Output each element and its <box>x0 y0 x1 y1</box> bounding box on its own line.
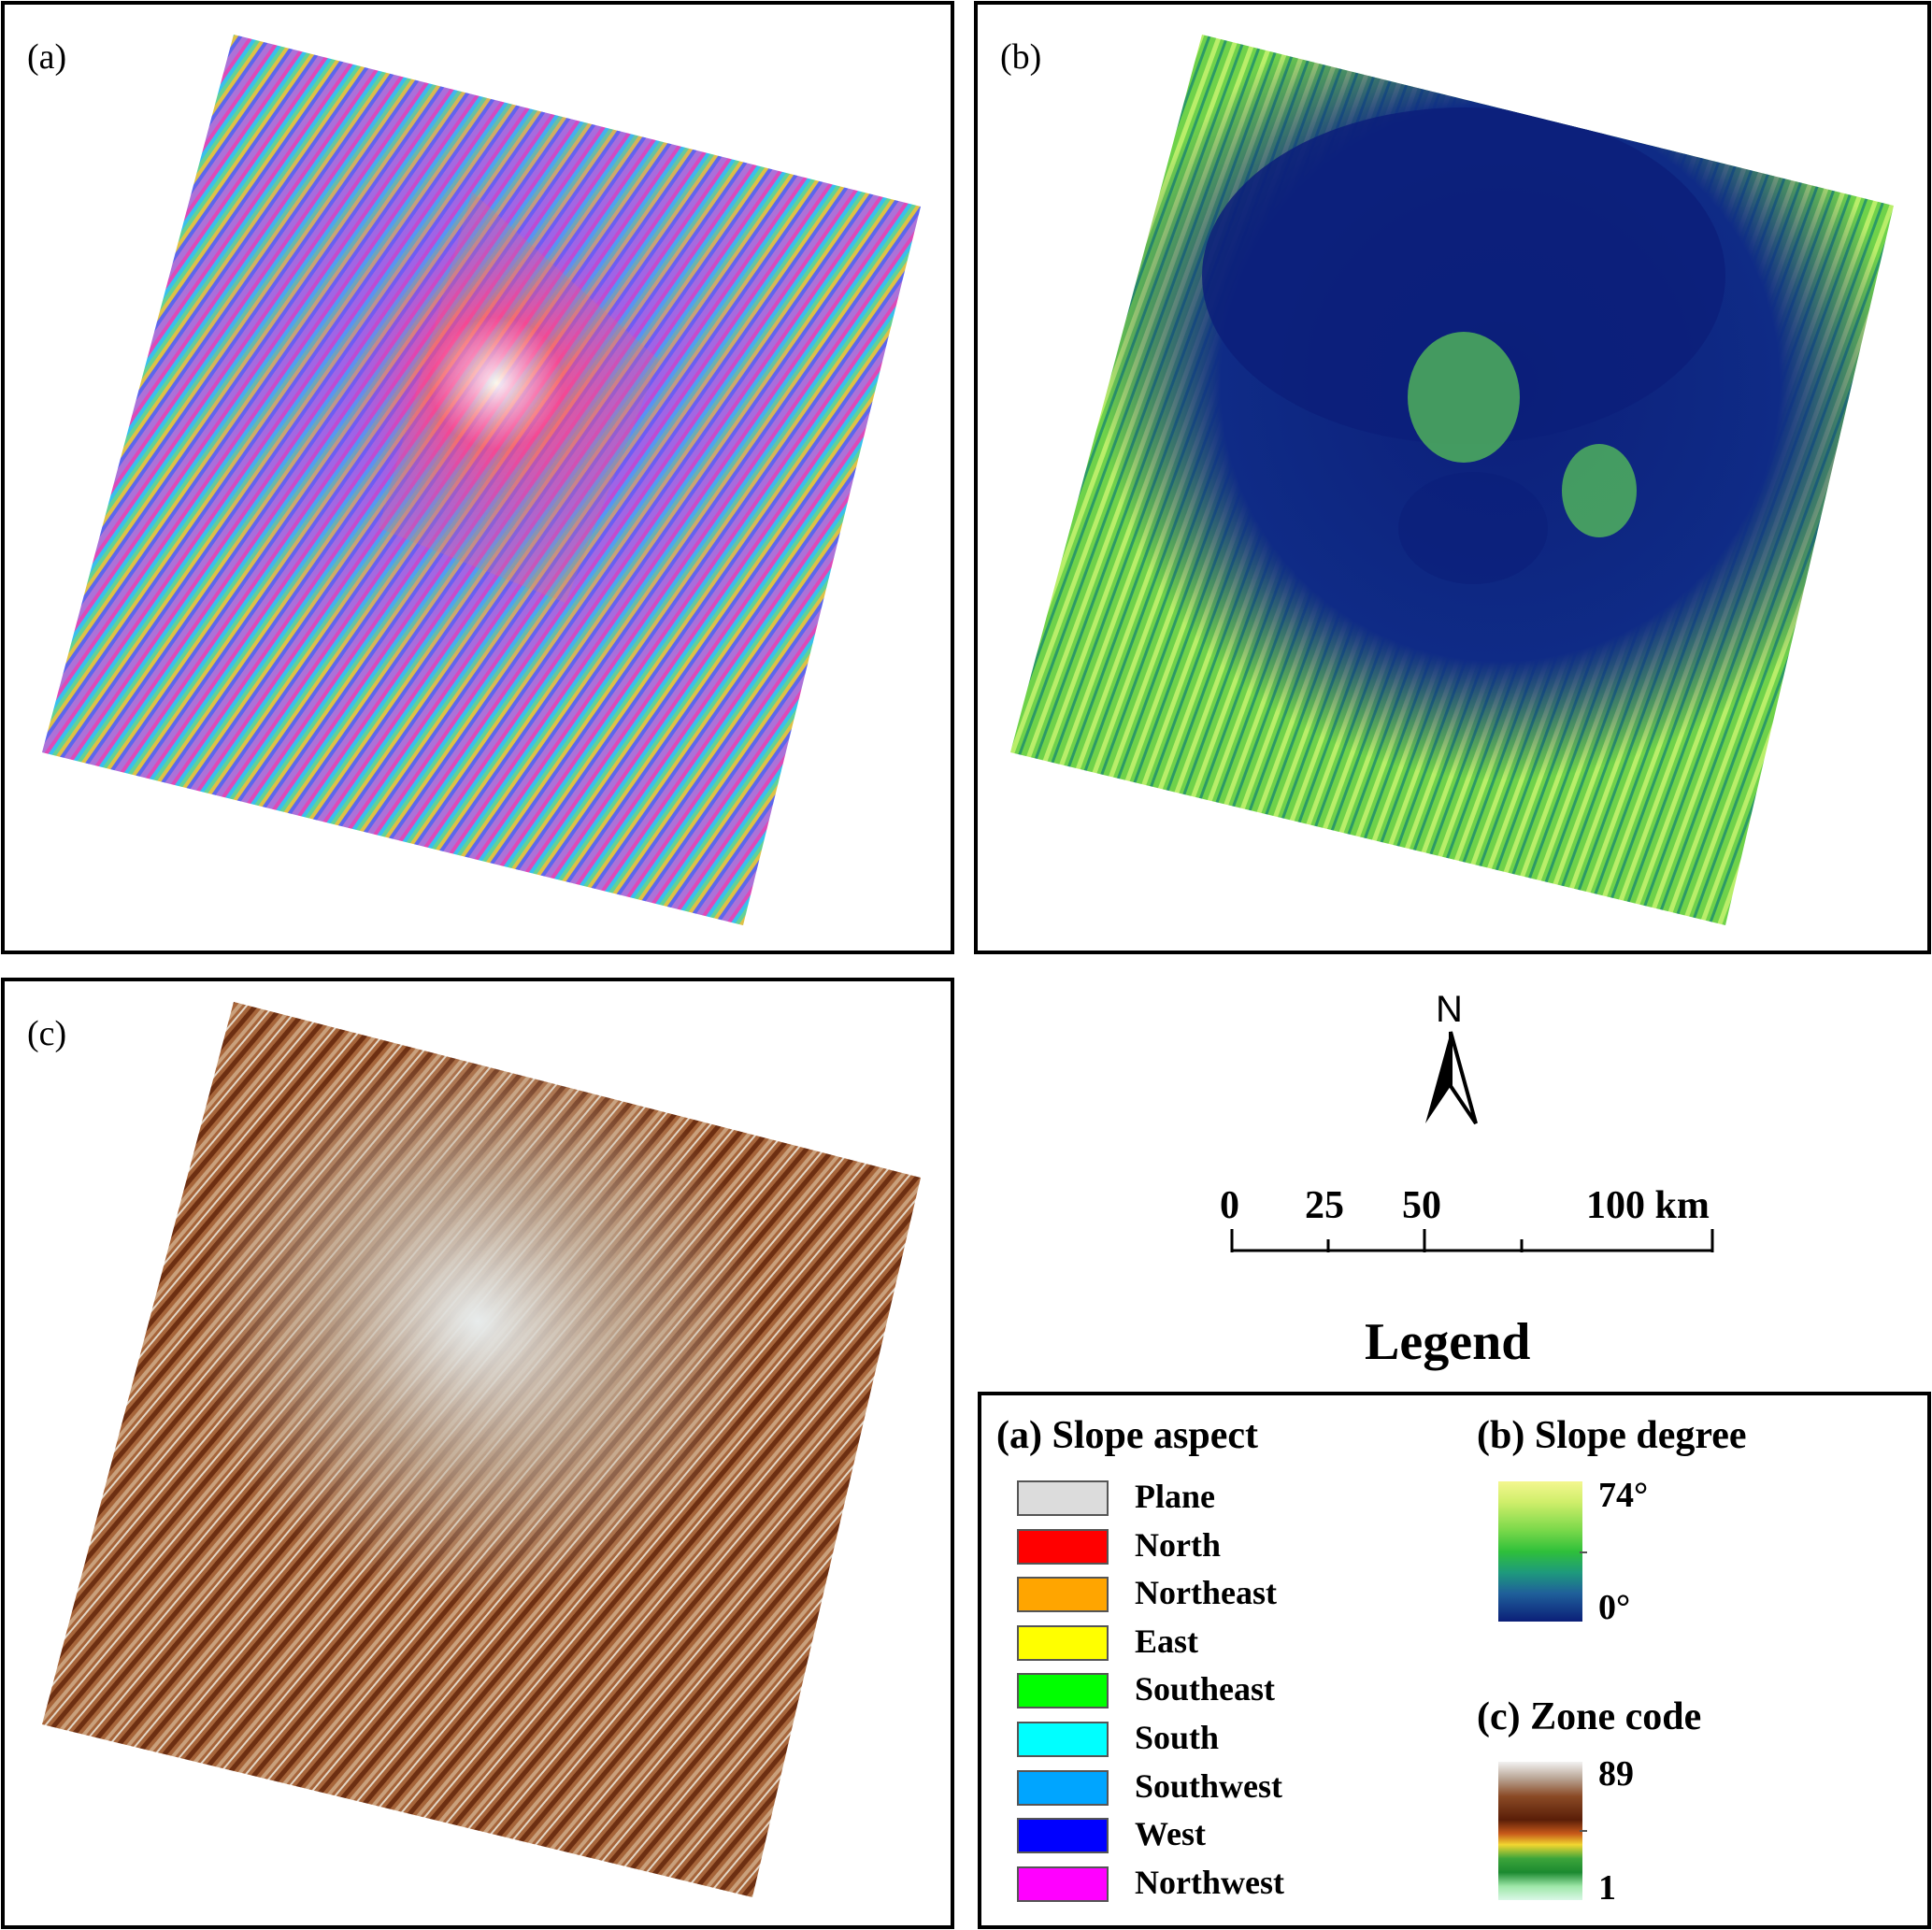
aspect-label: Southwest <box>1135 1766 1283 1805</box>
slope-max-label: 74° <box>1598 1476 1649 1515</box>
aspect-label: South <box>1135 1719 1220 1756</box>
aspect-legend-item: Northwest <box>1017 1863 1391 1906</box>
slope-degree-map <box>1010 35 1894 925</box>
aspect-label: North <box>1135 1525 1221 1564</box>
north-arrow-icon <box>1425 1031 1478 1125</box>
slope-ramp-mid-tick <box>1580 1551 1587 1553</box>
slope-min-label: 0° <box>1598 1588 1631 1627</box>
scale-tick-50: 50 <box>1402 1184 1441 1227</box>
aspect-label: Southeast <box>1135 1670 1276 1708</box>
aspect-label: Northwest <box>1135 1863 1284 1901</box>
panel-label-c: (c) <box>27 1014 67 1053</box>
scale-tick-25: 25 <box>1305 1184 1344 1227</box>
scale-bar <box>1230 1229 1714 1252</box>
aspect-legend-item: South <box>1017 1719 1391 1761</box>
panel-label-a: (a) <box>27 37 67 77</box>
aspect-label: Northeast <box>1135 1574 1277 1612</box>
aspect-label: West <box>1135 1815 1206 1853</box>
aspect-legend-item: Southeast <box>1017 1670 1391 1712</box>
zone-code-map <box>42 1002 921 1897</box>
zone-ramp-mid-tick <box>1580 1830 1587 1832</box>
panel-label-b: (b) <box>1000 37 1042 77</box>
aspect-label: Plane <box>1135 1478 1215 1515</box>
aspect-legend-item: Plane <box>1017 1478 1391 1520</box>
panel-zone-code: (c) <box>1 978 954 1929</box>
aspect-legend-item: Northeast <box>1017 1574 1391 1616</box>
legend-aspect-header: (a) Slope aspect <box>996 1414 1258 1457</box>
legend-title: Legend <box>1365 1313 1531 1371</box>
zone-code-color-ramp <box>1498 1762 1582 1900</box>
slope-degree-color-ramp <box>1498 1481 1582 1622</box>
legend-zone-header: (c) Zone code <box>1477 1695 1702 1738</box>
aspect-swatch <box>1017 1673 1109 1709</box>
aspect-legend-item: East <box>1017 1622 1391 1665</box>
aspect-swatch <box>1017 1577 1109 1613</box>
aspect-swatch <box>1017 1866 1109 1902</box>
aspect-swatch <box>1017 1818 1109 1854</box>
aspect-legend-item: West <box>1017 1815 1391 1857</box>
north-letter: N <box>1436 989 1463 1030</box>
slope-aspect-map <box>42 35 921 925</box>
scale-tick-0: 0 <box>1220 1184 1239 1227</box>
aspect-legend-item: Southwest <box>1017 1767 1391 1809</box>
aspect-swatch <box>1017 1769 1109 1806</box>
aspect-legend-item: North <box>1017 1526 1391 1568</box>
aspect-swatch <box>1017 1480 1109 1516</box>
legend-slope-header: (b) Slope degree <box>1477 1414 1747 1457</box>
legend-box <box>978 1392 1931 1929</box>
panel-slope-degree: (b) <box>974 1 1931 954</box>
aspect-label: East <box>1135 1622 1199 1660</box>
panel-slope-aspect: (a) <box>1 1 954 954</box>
aspect-swatch <box>1017 1624 1109 1661</box>
zone-min-label: 1 <box>1598 1868 1616 1908</box>
zone-max-label: 89 <box>1598 1754 1634 1794</box>
aspect-swatch <box>1017 1528 1109 1565</box>
scale-tick-100km: 100 km <box>1586 1184 1710 1227</box>
aspect-swatch <box>1017 1722 1109 1757</box>
